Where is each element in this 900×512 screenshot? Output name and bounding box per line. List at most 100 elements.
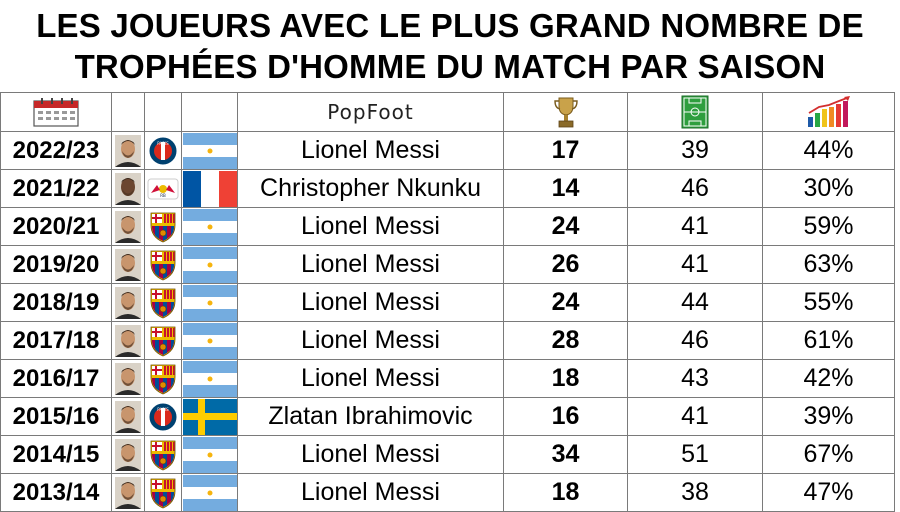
table-row: 2018/19 Lionel Messi 24 44 55% bbox=[0, 283, 895, 322]
argentina-flag-icon bbox=[182, 132, 237, 169]
argentina-flag-icon bbox=[182, 208, 237, 245]
club-logo bbox=[144, 435, 182, 474]
leipzig-crest-icon: RB bbox=[147, 178, 179, 199]
season-text: 2019/20 bbox=[12, 250, 100, 278]
player-name-cell: Lionel Messi bbox=[237, 131, 504, 170]
matches-cell: 41 bbox=[627, 397, 763, 436]
barcelona-crest-icon bbox=[150, 212, 176, 242]
player-name-cell: Lionel Messi bbox=[237, 283, 504, 322]
matches-cell: 51 bbox=[627, 435, 763, 474]
barcelona-crest-icon bbox=[150, 364, 176, 394]
season-cell: 2014/15 bbox=[0, 435, 112, 474]
barcelona-crest-icon bbox=[150, 478, 176, 508]
player-name-cell: Lionel Messi bbox=[237, 359, 504, 398]
table-row: 2019/20 Lionel Messi 26 41 63% bbox=[0, 245, 895, 284]
player-name-text: Zlatan Ibrahimovic bbox=[268, 402, 473, 430]
matches-cell: 44 bbox=[627, 283, 763, 322]
trophies-text: 24 bbox=[551, 212, 580, 240]
player-name-text: Lionel Messi bbox=[301, 478, 440, 506]
title-line-1: LES JOUEURS AVEC LE PLUS GRAND NOMBRE DE bbox=[36, 7, 864, 44]
season-text: 2014/15 bbox=[12, 440, 100, 468]
argentina-flag-icon bbox=[182, 246, 237, 283]
svg-text:PARIS: PARIS bbox=[157, 141, 169, 146]
matches-text: 46 bbox=[681, 326, 709, 354]
header-season-cell bbox=[0, 92, 112, 132]
trophies-cell: 14 bbox=[503, 169, 628, 208]
percent-text: 30% bbox=[803, 174, 854, 202]
trophies-cell: 24 bbox=[503, 207, 628, 246]
trophy-icon bbox=[553, 97, 578, 128]
table-row: 2020/21 Lionel Messi 24 41 59% bbox=[0, 207, 895, 246]
percent-text: 44% bbox=[803, 136, 854, 164]
season-cell: 2015/16 bbox=[0, 397, 112, 436]
player-photo bbox=[111, 169, 145, 208]
player-photo bbox=[111, 321, 145, 360]
player-photo-icon bbox=[115, 362, 141, 395]
player-name-cell: Zlatan Ibrahimovic bbox=[237, 397, 504, 436]
club-logo bbox=[144, 245, 182, 284]
club-logo bbox=[144, 283, 182, 322]
trophies-cell: 24 bbox=[503, 283, 628, 322]
trophies-cell: 28 bbox=[503, 321, 628, 360]
percent-cell: 42% bbox=[762, 359, 895, 398]
header-flag-cell bbox=[181, 92, 238, 132]
matches-text: 39 bbox=[681, 136, 709, 164]
player-photo-icon bbox=[115, 438, 141, 471]
trophies-text: 28 bbox=[551, 326, 580, 354]
argentina-flag-icon bbox=[182, 474, 237, 511]
player-name-cell: Lionel Messi bbox=[237, 435, 504, 474]
percent-cell: 55% bbox=[762, 283, 895, 322]
table-header-row: PopFoot bbox=[0, 92, 895, 132]
country-flag bbox=[181, 131, 238, 170]
player-name-cell: Lionel Messi bbox=[237, 207, 504, 246]
trophies-text: 16 bbox=[551, 402, 580, 430]
country-flag bbox=[181, 283, 238, 322]
season-text: 2020/21 bbox=[12, 212, 100, 240]
season-text: 2013/14 bbox=[12, 478, 100, 506]
season-text: 2022/23 bbox=[12, 136, 100, 164]
percent-text: 61% bbox=[803, 326, 854, 354]
season-cell: 2021/22 bbox=[0, 169, 112, 208]
club-logo: RB bbox=[144, 169, 182, 208]
matches-text: 44 bbox=[681, 288, 709, 316]
season-cell: 2019/20 bbox=[0, 245, 112, 284]
france-flag-icon bbox=[182, 170, 237, 207]
player-name-cell: Christopher Nkunku bbox=[237, 169, 504, 208]
club-logo bbox=[144, 359, 182, 398]
table-row: 2021/22 RB Christopher Nkunku 14 46 30% bbox=[0, 169, 895, 208]
matches-text: 43 bbox=[681, 364, 709, 392]
country-flag bbox=[181, 359, 238, 398]
player-name-text: Christopher Nkunku bbox=[260, 174, 481, 202]
header-trophy-cell bbox=[503, 92, 628, 132]
country-flag bbox=[181, 245, 238, 284]
player-photo bbox=[111, 131, 145, 170]
argentina-flag-icon bbox=[182, 322, 237, 359]
country-flag bbox=[181, 321, 238, 360]
matches-text: 41 bbox=[681, 250, 709, 278]
player-photo-icon bbox=[115, 210, 141, 243]
player-name-text: Lionel Messi bbox=[301, 440, 440, 468]
player-name-cell: Lionel Messi bbox=[237, 321, 504, 360]
football-pitch-icon bbox=[681, 95, 709, 129]
percent-text: 63% bbox=[803, 250, 854, 278]
svg-text:RB: RB bbox=[160, 193, 166, 198]
brand-logo: PopFoot bbox=[327, 100, 414, 124]
season-text: 2016/17 bbox=[12, 364, 100, 392]
percent-text: 42% bbox=[803, 364, 854, 392]
trophies-text: 26 bbox=[551, 250, 580, 278]
matches-text: 41 bbox=[681, 402, 709, 430]
player-name-text: Lionel Messi bbox=[301, 364, 440, 392]
percent-cell: 63% bbox=[762, 245, 895, 284]
player-name-text: Lionel Messi bbox=[301, 250, 440, 278]
header-face-cell bbox=[111, 92, 145, 132]
trophies-cell: 26 bbox=[503, 245, 628, 284]
player-photo bbox=[111, 283, 145, 322]
player-photo-icon bbox=[115, 172, 141, 205]
player-photo bbox=[111, 207, 145, 246]
percent-cell: 30% bbox=[762, 169, 895, 208]
matches-cell: 41 bbox=[627, 207, 763, 246]
player-name-cell: Lionel Messi bbox=[237, 245, 504, 284]
percent-cell: 67% bbox=[762, 435, 895, 474]
percent-cell: 44% bbox=[762, 131, 895, 170]
